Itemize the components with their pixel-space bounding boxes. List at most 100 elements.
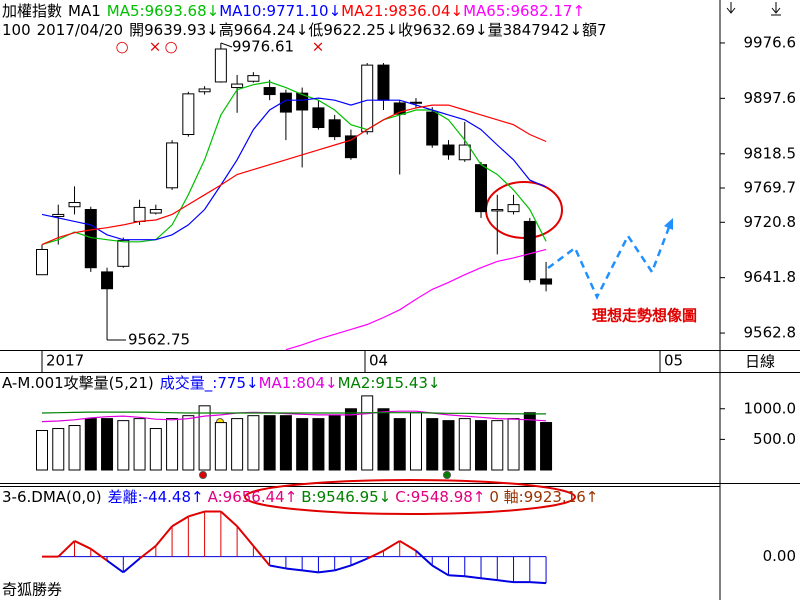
header-item: 3-6.DMA(0,0): [2, 488, 102, 506]
header-item: ↓: [451, 2, 464, 20]
candle-body: [117, 239, 130, 267]
y-tick-label: 9976.6: [744, 33, 797, 51]
period-label: 日線: [745, 353, 775, 371]
header-item: ↑: [473, 488, 486, 506]
signal-marker: ○: [115, 38, 128, 56]
header-item: ↑: [285, 488, 298, 506]
brand-label: 奇狐勝券: [2, 581, 62, 599]
ma-line: [285, 248, 547, 351]
volume-bar: [540, 422, 553, 471]
volume-bar: [198, 405, 211, 471]
signal-dot: [443, 471, 451, 479]
header-item: 9548.98: [411, 488, 473, 506]
volume-bar: [507, 418, 520, 471]
volume-bar: [458, 418, 471, 471]
candle-body: [296, 92, 309, 111]
header-item: ↓: [325, 374, 338, 392]
volume-bar: [377, 408, 390, 471]
volume-bar: [68, 425, 81, 471]
high-label: 9976.61: [232, 38, 294, 56]
candle-body: [344, 135, 357, 159]
volume-bar: [133, 418, 146, 471]
highlight-ellipse: [244, 479, 576, 515]
header-item: 9771.10: [267, 2, 329, 20]
y-tick-label: 9818.5: [744, 144, 797, 162]
candle-body: [426, 111, 439, 146]
candle-body: [247, 75, 260, 82]
y-tick-label: 9720.8: [744, 213, 797, 231]
volume-bar: [328, 415, 341, 471]
dma-line: [57, 540, 76, 558]
toolbar-icon[interactable]: [771, 2, 781, 16]
ma-line: [41, 81, 547, 246]
volume-bar: [182, 415, 195, 471]
dma-line: [285, 567, 303, 572]
header-item: 775: [217, 374, 246, 392]
toolbar-icon[interactable]: [726, 2, 736, 14]
info-line: 100 2017/04/20 開9639.93↓高9664.24↓低9622.25↓…: [2, 21, 607, 39]
volume-bar: [214, 422, 227, 471]
volume-bar: [52, 428, 65, 471]
dma-line: [74, 540, 92, 550]
header-item: 9693.68: [145, 2, 207, 20]
volume-bar: [344, 408, 357, 471]
candle-body: [231, 83, 244, 89]
candle-body: [328, 119, 341, 138]
header-item: MA1:: [259, 374, 297, 392]
dma-line: [220, 510, 238, 527]
candle-body: [442, 144, 455, 156]
candle-body: [263, 87, 276, 96]
low-label: 9562.75: [128, 331, 190, 349]
header-item: ↓: [475, 21, 488, 39]
dma-line: [334, 564, 352, 572]
y-tick-label: 9641.8: [744, 268, 797, 286]
candle-body: [409, 101, 422, 104]
header-item: 0 軸:: [489, 488, 523, 506]
header-item: ↓: [296, 21, 309, 39]
header: A-M.001攻擊量(5,21) 成交量_:775↓MA1:804↓MA2:915…: [2, 374, 441, 393]
candle-body: [182, 93, 195, 136]
header-item: 差離:: [108, 488, 143, 506]
candle-body: [101, 271, 114, 290]
candle-body: [393, 102, 406, 115]
header-item: 加權指數: [2, 2, 62, 20]
y-tick-label: 9562.8: [744, 324, 797, 342]
dma-line: [252, 545, 271, 567]
dma-line: [350, 557, 368, 567]
volume-bar: [149, 428, 162, 471]
dma-line: [171, 515, 189, 528]
hypothetical-path: [547, 221, 673, 300]
dma-line: [431, 564, 450, 577]
header-item: ↓: [246, 374, 259, 392]
header-item: 9923.16: [524, 488, 586, 506]
header-item: 開: [129, 21, 144, 39]
dma-line: [448, 574, 465, 578]
volume-bar: [247, 415, 260, 471]
dma-line: [480, 577, 498, 582]
ma-line: [41, 104, 547, 246]
hypothesis-label: 理想走勢想像圖: [592, 307, 697, 325]
x-tick-label: 2017: [46, 352, 84, 370]
dma-line: [497, 579, 514, 584]
dma-line: [529, 581, 547, 585]
dma-line: [318, 569, 335, 574]
volume-bar: [231, 418, 244, 471]
header-item: MA21:: [341, 2, 388, 20]
header-item: 9622.25: [323, 21, 385, 39]
candle-body: [312, 107, 325, 129]
dma-line: [366, 549, 384, 560]
y-tick-label: 0.00: [763, 547, 796, 565]
volume-bar: [393, 418, 406, 471]
candle-body: [377, 64, 390, 101]
header-item: ↓: [329, 2, 342, 20]
volume-bar: [426, 418, 439, 471]
candle-body: [36, 248, 48, 276]
candle-body: [507, 204, 520, 213]
header-item: 額7: [582, 21, 607, 39]
header-item: 915.43: [375, 374, 428, 392]
candle-body: [214, 48, 227, 83]
y-tick-label: 1000.0: [744, 399, 797, 417]
volume-bar: [101, 418, 114, 471]
